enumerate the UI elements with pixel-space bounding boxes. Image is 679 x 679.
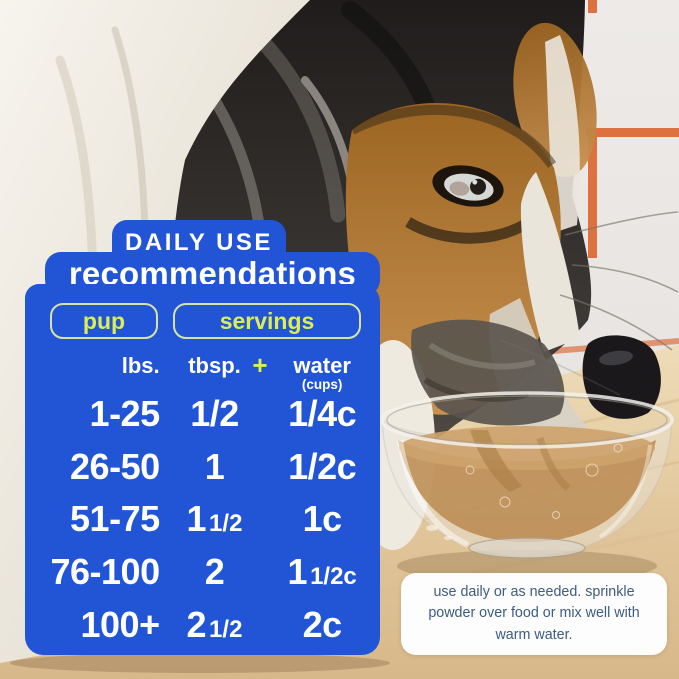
table-row: 1-25 1/2 1/4c — [25, 388, 380, 441]
bowl-base — [468, 537, 586, 559]
water-value: 1 — [287, 551, 308, 593]
table-row: 26-50 1 1/2c — [25, 441, 380, 494]
column-header-lbs: lbs. — [121, 353, 160, 378]
water-value: 1/2c — [288, 445, 357, 487]
tile-grout-lines — [586, 0, 679, 258]
table-row: 100+ 2 1/2 2c — [25, 598, 380, 651]
bowl-rim — [380, 391, 674, 449]
dog-whiskers — [499, 211, 679, 396]
bowl-bubbles — [465, 443, 623, 519]
dog-white-blaze — [520, 172, 580, 352]
water-value: 1/4c — [288, 393, 357, 435]
panel-shadow — [10, 653, 390, 673]
servings-pill: servings — [173, 303, 361, 339]
dosage-table: 1-25 1/2 1/4c 26-50 1 1/2c 51-75 1 1/2 1c… — [25, 388, 380, 651]
plus-sign: + — [252, 350, 268, 380]
dog-eye — [432, 165, 504, 207]
pup-pill-label: pup — [82, 307, 126, 334]
weight-range: 26-50 — [70, 445, 160, 487]
water-value: 2c — [302, 603, 343, 645]
pup-pill: pup — [50, 303, 158, 339]
weight-range: 100+ — [80, 603, 161, 645]
table-header: lbs. tbsp. + water (cups) — [25, 350, 380, 393]
usage-note-text: use daily or as needed. sprinkle powder … — [428, 583, 640, 643]
column-header-cups: (cups) — [301, 377, 343, 393]
tbsp-value: 1/2 — [190, 393, 239, 435]
dog-chin-fur — [411, 319, 565, 426]
column-header-tbsp: tbsp. — [188, 353, 241, 378]
usage-note-card: use daily or as needed. sprinkle powder … — [401, 573, 667, 655]
weight-range: 76-100 — [50, 551, 161, 593]
weight-range: 51-75 — [70, 498, 160, 540]
tbsp-value: 1 — [204, 445, 225, 487]
table-row: 51-75 1 1/2 1c — [25, 493, 380, 546]
weight-range: 1-25 — [89, 393, 161, 435]
water-value: 1c — [302, 498, 343, 540]
daily-use-label: DAILY USE — [125, 229, 273, 256]
glass-bowl — [380, 391, 674, 559]
tbsp-value: 2 — [186, 603, 207, 645]
column-header-water: water (cups) — [293, 353, 351, 393]
servings-pill-label: servings — [219, 307, 315, 334]
tbsp-value: 2 — [204, 551, 225, 593]
table-row: 76-100 2 1 1/2c — [25, 546, 380, 599]
tbsp-value: 1 — [186, 498, 207, 540]
recommendations-panel: pup servings lbs. tbsp. + water (cups) 1… — [25, 284, 380, 655]
